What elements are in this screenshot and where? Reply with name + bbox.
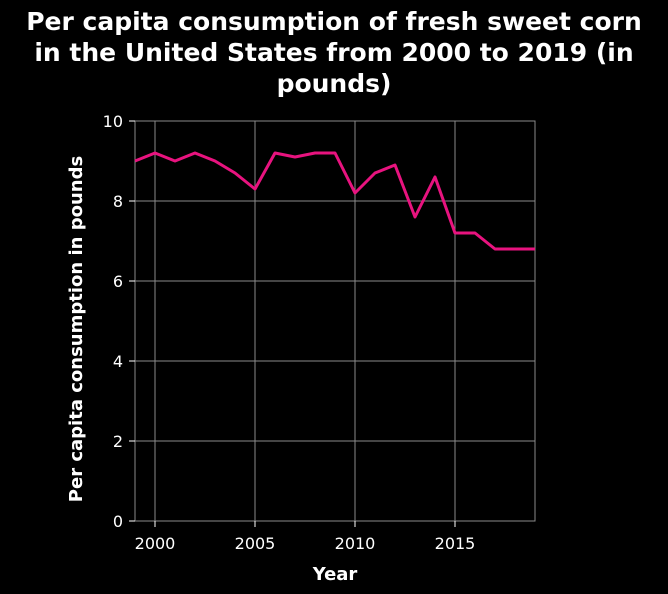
x-tick-label-2015: 2015 [435,534,476,553]
y-tick-label-10: 10 [103,112,123,131]
x-tick-label-2005: 2005 [235,534,276,553]
chart-title-line-3: pounds) [276,69,392,98]
chart-title: Per capita consumption of fresh sweet co… [0,6,668,99]
grid-layer [135,120,535,522]
x-axis-label: Year [312,564,358,585]
plot-frame [134,120,536,522]
tick-layer: 2000 2005 2010 2015 0 2 4 6 8 10 [103,112,476,553]
y-tick-label-2: 2 [113,432,123,451]
y-tick-label-4: 4 [113,352,123,371]
y-tick-label-6: 6 [113,272,123,291]
series-line-0 [134,151,535,251]
x-tick-label-2010: 2010 [335,534,376,553]
series-layer [134,151,535,251]
y-axis-label: Per capita consumption in pounds [66,156,87,502]
y-tick-label-8: 8 [113,192,123,211]
chart-title-line-1: Per capita consumption of fresh sweet co… [26,7,642,36]
y-tick-label-0: 0 [113,512,123,531]
x-tick-label-2000: 2000 [135,534,176,553]
chart-title-line-2: in the United States from 2000 to 2019 (… [34,38,634,67]
